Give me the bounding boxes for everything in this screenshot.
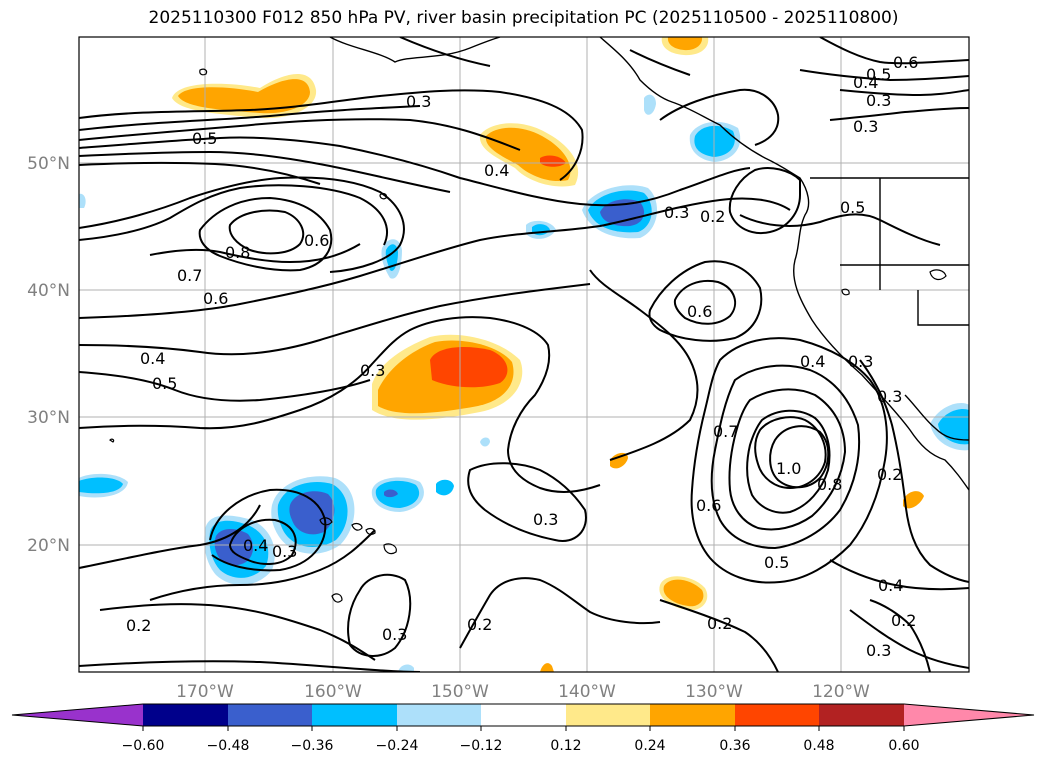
positive-anomaly-central-max [430,347,508,388]
latitude-tick-labels: 50°N 40°N 30°N 20°N [27,154,70,556]
contour-label: 0.6 [203,289,228,308]
colorbar-tick-label: −0.48 [207,738,250,754]
pv-contours [79,37,969,672]
contour-label: 0.5 [764,553,789,572]
contour-label: 0.4 [878,576,903,595]
positive-anomaly-north-central-max [540,155,566,167]
lon-tick: 160°W [304,682,362,702]
negative-anomaly-west-edge-core [79,477,123,494]
contour-label: 0.6 [687,302,712,321]
colorbar-tick-label: −0.12 [460,738,503,754]
contour-label: 0.8 [225,243,250,262]
colorbar-tick-label: 0.12 [550,738,581,754]
coastlines [329,37,969,491]
contour-label: 0.3 [848,352,873,371]
lat-tick: 20°N [27,536,70,556]
lon-tick: 140°W [558,682,616,702]
negative-anomaly-tiny-4 [436,479,454,496]
map-title: 2025110300 F012 850 hPa PV, river basin … [148,8,899,28]
lon-tick: 120°W [812,682,870,702]
contour-label: 0.2 [707,614,732,633]
negative-anomaly-dot [480,437,490,447]
colorbar-tick-label: −0.24 [376,738,419,754]
lon-tick: 150°W [431,682,489,702]
colorbar-segment [228,704,312,726]
contour-label: 0.2 [891,611,916,630]
positive-anomaly-north-central-core [485,127,571,182]
lon-tick: 130°W [685,682,743,702]
colorbar-segment [566,704,650,726]
negative-anomaly-sw-3-max [384,489,398,498]
lat-tick: 50°N [27,154,70,174]
contour-label: 0.2 [467,615,492,634]
contour-label: 0.3 [272,542,297,561]
contour-label: 1.0 [776,459,801,478]
contour-label: 0.4 [243,536,268,555]
contour-label: 0.3 [866,91,891,110]
lon-tick: 170°W [176,682,234,702]
contour-label: 0.5 [840,198,865,217]
contour-label: 0.4 [140,349,165,368]
contour-label: 0.3 [877,387,902,406]
colorbar-segment [312,704,397,726]
contour-label: 0.2 [877,465,902,484]
contour-label: 0.3 [533,510,558,529]
colorbar-tick-label: 0.48 [803,738,834,754]
contour-label: 0.7 [713,422,738,441]
colorbar-extend-max [904,704,1034,726]
map-frame [78,36,970,673]
positive-anomaly-northwest-core [178,79,310,114]
colorbar-tick-label: 0.36 [719,738,750,754]
colorbar-tick-label: −0.36 [291,738,334,754]
contour-label: 0.2 [126,616,151,635]
contour-label: 0.7 [177,266,202,285]
colorbar-segment [819,704,904,726]
contour-label: 0.8 [817,475,842,494]
negative-anomaly-tiny-north [644,94,656,115]
colorbar-segment [143,704,228,726]
colorbar-tick-label: −0.60 [122,738,165,754]
colorbar-segment [650,704,735,726]
contour-label: 0.2 [700,207,725,226]
colorbar-tick-label: 0.60 [888,738,919,754]
contour-label: 0.4 [800,352,825,371]
positive-anomaly-small-2 [903,491,924,509]
longitude-tick-labels: 170°W 160°W 150°W 140°W 130°W 120°W [176,682,870,702]
contour-label: 0.3 [853,117,878,136]
lat-tick: 30°N [27,408,70,428]
contour-label: 0.3 [406,92,431,111]
contour-label: 0.3 [382,625,407,644]
colorbar-tick-labels: −0.60 −0.48 −0.36 −0.24 −0.12 0.12 0.24 … [122,738,920,754]
lat-tick: 40°N [27,281,70,301]
contour-label: 0.4 [484,161,509,180]
negative-anomaly-coast-core [694,125,735,157]
colorbar-tick-label: 0.24 [634,738,665,754]
positive-anomaly-small-1 [610,452,628,469]
contour-label: 0.3 [866,641,891,660]
colorbar-segment [397,704,481,726]
contour-label: 0.5 [866,65,891,84]
contour-label: 0.4 [853,73,878,92]
contour-labels: 0.6 0.5 0.4 0.3 0.3 0.3 0.5 0.4 0.6 0.8 … [126,53,918,660]
colorbar-segment [481,704,566,726]
colorbar-segment [735,704,819,726]
negative-anomaly-bottom [398,664,414,672]
contour-label: 0.3 [360,361,385,380]
colorbar-extend-min [12,704,143,726]
contour-label: 0.6 [696,496,721,515]
positive-anomaly-small-3 [540,663,554,672]
negative-anomaly-left-tiny [79,193,86,208]
contour-label: 0.3 [664,203,689,222]
colorbar [11,703,1035,731]
positive-anomaly-south-core [663,579,704,607]
contour-label: 0.5 [192,129,217,148]
positive-anomaly-top-core [667,37,703,51]
contour-label: 0.6 [304,231,329,250]
contour-label: 0.6 [893,53,918,72]
contour-label: 0.5 [152,374,177,393]
